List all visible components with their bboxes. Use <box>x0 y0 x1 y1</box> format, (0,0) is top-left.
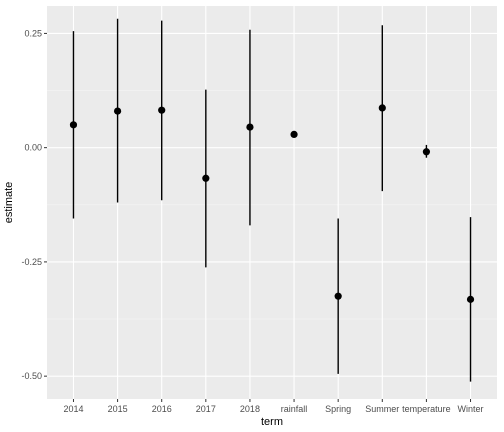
point-temperature <box>422 148 431 156</box>
x-tick-label: Winter <box>458 404 484 414</box>
point-2017 <box>202 174 210 182</box>
x-tick-label: Summer <box>365 404 399 414</box>
plot-panel <box>47 6 497 399</box>
x-tick-label: temperature <box>402 404 451 414</box>
x-tick-label: 2016 <box>152 404 172 414</box>
y-tick-label: -0.25 <box>21 257 42 267</box>
point-spring <box>334 292 342 300</box>
point-2016 <box>158 106 166 114</box>
points <box>69 104 475 303</box>
point-2018 <box>246 123 254 131</box>
y-tick-label: -0.50 <box>21 371 42 381</box>
x-tick-label: 2014 <box>63 404 83 414</box>
x-axis-title: term <box>261 416 283 428</box>
point-2015 <box>113 107 122 115</box>
x-tick-label: rainfall <box>281 404 308 414</box>
grid-minor <box>47 90 497 320</box>
x-tick-label: Spring <box>325 404 351 414</box>
x-axis-ticks: 2014 2015 2016 2017 2018 rainfall Spring Summer… <box>63 399 484 414</box>
point-2014 <box>69 121 78 129</box>
point-winter <box>466 295 475 303</box>
x-tick-label: 2015 <box>108 404 128 414</box>
point-summer <box>378 104 386 112</box>
point-rainfall <box>290 130 298 139</box>
x-tick-label: 2018 <box>240 404 260 414</box>
x-tick-label: 2017 <box>196 404 216 414</box>
y-axis-ticks: 0.25 0.00 -0.25 -0.50 <box>21 28 47 381</box>
y-tick-label: 0.00 <box>24 143 42 153</box>
y-tick-label: 0.25 <box>24 28 42 38</box>
y-axis-title: estimate <box>3 182 15 224</box>
